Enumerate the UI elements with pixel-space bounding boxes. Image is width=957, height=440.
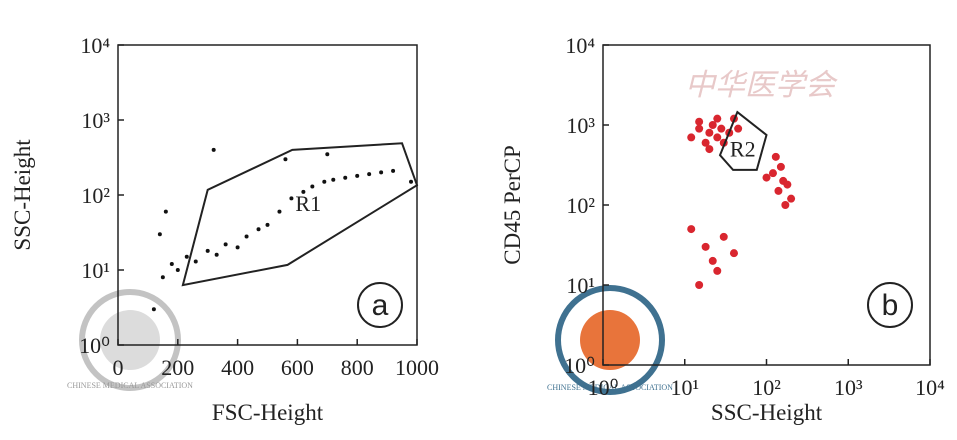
point bbox=[695, 281, 704, 289]
point bbox=[214, 252, 219, 257]
point bbox=[331, 177, 336, 182]
point bbox=[708, 121, 717, 129]
point bbox=[771, 152, 780, 161]
point bbox=[705, 128, 714, 137]
gate-label: R2 bbox=[730, 136, 756, 161]
y-tick-label: 10⁰ bbox=[79, 333, 110, 358]
point bbox=[151, 307, 156, 312]
point bbox=[787, 194, 796, 203]
point bbox=[301, 189, 306, 194]
x-tick-label: 200 bbox=[161, 355, 194, 380]
point bbox=[355, 173, 360, 178]
x-tick-label: 10² bbox=[752, 375, 781, 400]
x-tick-label: 0 bbox=[113, 355, 124, 380]
panel-badge bbox=[867, 282, 913, 328]
point bbox=[687, 225, 696, 234]
point bbox=[701, 138, 710, 147]
y-axis-title: CD45 PerCP bbox=[500, 145, 525, 265]
x-tick-label: 10⁴ bbox=[915, 375, 945, 400]
logo bbox=[555, 285, 665, 395]
gate bbox=[181, 142, 419, 287]
point bbox=[184, 254, 189, 259]
point bbox=[367, 172, 372, 177]
point bbox=[265, 222, 270, 227]
y-tick-label: 10¹ bbox=[566, 273, 595, 298]
point bbox=[175, 268, 180, 272]
point bbox=[391, 168, 396, 173]
point bbox=[713, 266, 722, 275]
point bbox=[776, 162, 785, 171]
x-axis-title: FSC-Height bbox=[212, 400, 324, 425]
point bbox=[322, 179, 327, 184]
point bbox=[205, 248, 210, 253]
watermark: 中华医学会 bbox=[685, 69, 838, 102]
point bbox=[695, 124, 704, 133]
y-tick-label: 10² bbox=[81, 183, 110, 208]
y-tick-label: 10³ bbox=[81, 108, 110, 133]
point bbox=[256, 227, 261, 232]
point bbox=[235, 245, 240, 250]
x-tick-label: 400 bbox=[221, 355, 254, 380]
y-tick-label: 10³ bbox=[566, 113, 595, 138]
logo-text: CHINESE MEDICAL ASSOCIATION bbox=[547, 383, 673, 392]
point bbox=[695, 117, 704, 126]
panel-label: a bbox=[372, 289, 389, 322]
point bbox=[717, 124, 726, 133]
point bbox=[193, 259, 198, 264]
panel-badge bbox=[357, 282, 403, 328]
point bbox=[211, 147, 216, 152]
point bbox=[687, 133, 696, 142]
y-tick-label: 10¹ bbox=[81, 258, 110, 283]
x-tick-label: 800 bbox=[341, 355, 374, 380]
x-axis-title: SSC-Height bbox=[711, 400, 823, 425]
point bbox=[774, 186, 783, 195]
point bbox=[713, 114, 722, 123]
point bbox=[762, 173, 771, 182]
point bbox=[160, 275, 165, 280]
point bbox=[343, 175, 348, 180]
point bbox=[289, 196, 294, 201]
gate-label: R1 bbox=[295, 191, 321, 216]
point bbox=[734, 124, 743, 133]
y-tick-label: 10⁰ bbox=[564, 353, 595, 378]
y-tick-label: 10² bbox=[566, 193, 595, 218]
point bbox=[163, 209, 168, 214]
point bbox=[705, 145, 714, 154]
point bbox=[781, 201, 790, 209]
point bbox=[409, 179, 414, 184]
x-tick-label: 10¹ bbox=[670, 375, 699, 400]
panel-label: b bbox=[882, 289, 899, 322]
point bbox=[783, 180, 792, 189]
y-tick-label: 10⁴ bbox=[565, 33, 595, 58]
y-axis-title: SSC-Height bbox=[10, 139, 35, 251]
x-tick-label: 10⁰ bbox=[588, 375, 619, 400]
point bbox=[157, 232, 162, 237]
x-tick-label: 600 bbox=[281, 355, 314, 380]
point bbox=[277, 209, 282, 214]
gate bbox=[718, 110, 768, 171]
point bbox=[310, 184, 315, 189]
point bbox=[713, 133, 722, 142]
point bbox=[325, 152, 330, 157]
logo-text: CHINESE MEDICAL ASSOCIATION bbox=[67, 381, 193, 390]
point bbox=[729, 249, 738, 258]
point bbox=[701, 242, 710, 251]
point bbox=[379, 170, 384, 175]
y-tick-label: 10⁴ bbox=[80, 33, 110, 58]
point bbox=[708, 256, 717, 265]
point bbox=[223, 242, 228, 247]
point bbox=[244, 234, 249, 239]
point bbox=[719, 232, 728, 241]
point bbox=[768, 169, 777, 178]
point bbox=[169, 262, 174, 267]
x-tick-label: 10³ bbox=[834, 375, 863, 400]
x-tick-label: 1000 bbox=[395, 355, 439, 380]
point bbox=[283, 157, 288, 162]
